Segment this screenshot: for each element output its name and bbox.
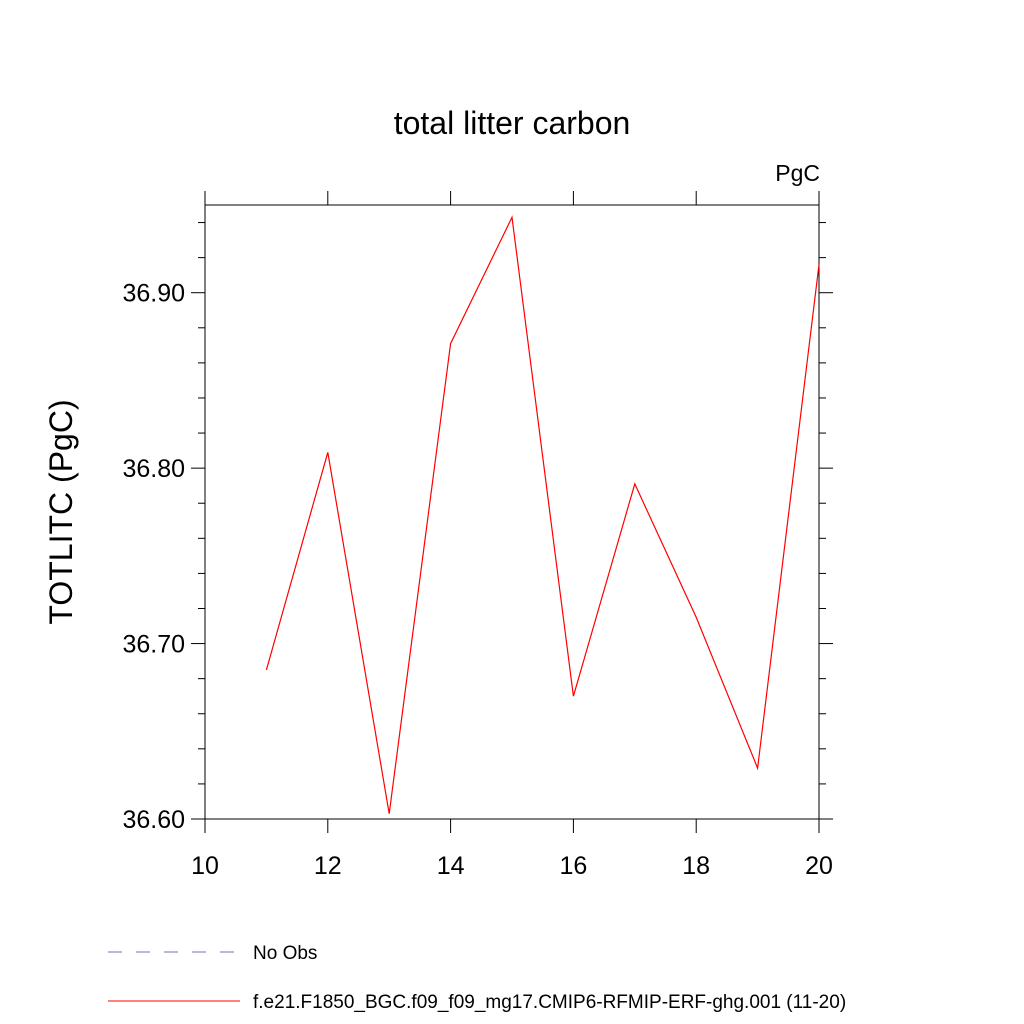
x-tick-label: 16 <box>559 852 587 880</box>
x-tick-label: 18 <box>682 852 710 880</box>
series-group <box>265 215 820 814</box>
x-tick-label: 12 <box>314 852 342 880</box>
legend-label: No Obs <box>253 943 317 964</box>
axis-ticks <box>191 191 833 833</box>
plot-frame <box>204 204 820 820</box>
series-line <box>265 215 820 814</box>
y-tick-label: 36.80 <box>122 455 185 483</box>
x-tick-label: 10 <box>191 852 219 880</box>
y-axis-label: TOTLITC (PgC) <box>43 399 79 624</box>
x-tick-label: 20 <box>805 852 833 880</box>
y-tick-label: 36.90 <box>122 280 185 308</box>
units-label: PgC <box>775 160 820 186</box>
legend-label: f.e21.F1850_BGC.f09_f09_mg17.CMIP6-RFMIP… <box>253 992 846 1013</box>
y-tick-label: 36.60 <box>122 806 185 834</box>
axis-tick-labels: 10 12 14 16 18 20 36.60 36.70 36.80 36.90 <box>122 280 832 880</box>
x-tick-label: 14 <box>437 852 465 880</box>
y-tick-label: 36.70 <box>122 631 185 659</box>
chart-title: total litter carbon <box>394 105 631 141</box>
legend: No Obs f.e21.F1850_BGC.f09_f09_mg17.CMIP6… <box>108 943 846 1013</box>
